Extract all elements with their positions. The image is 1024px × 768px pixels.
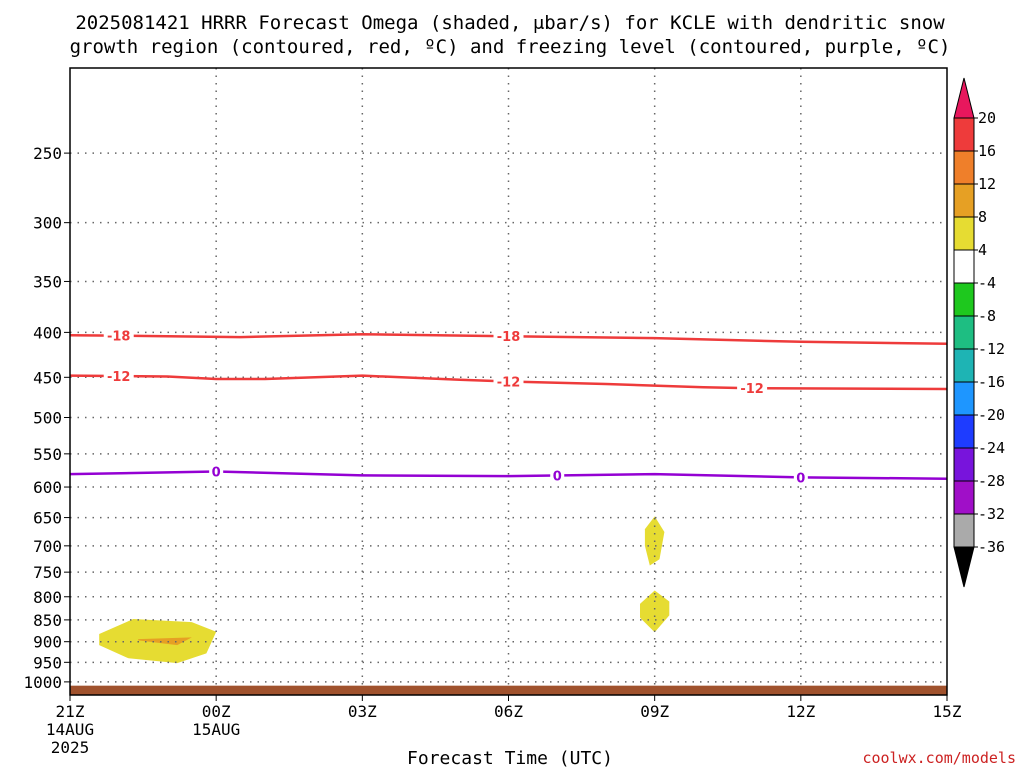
y-tick-label-550: 550: [33, 445, 62, 464]
colorbar-top-arrow: [953, 77, 975, 119]
contour-label-bg: [493, 328, 524, 345]
contour-label--18-1: -18: [497, 330, 521, 345]
colorbar-label-11: -28: [978, 472, 1005, 490]
colorbar-label-10: -24: [978, 439, 1005, 457]
colorbar-label-5: -4: [978, 274, 996, 292]
x-tick-label-21Z: 21Z: [56, 702, 85, 721]
colorbar-label-12: -32: [978, 505, 1005, 523]
contour--18: -18 -18: [69, 327, 948, 345]
y-tick-label-950: 950: [33, 653, 62, 672]
colorbar-label-3: 8: [978, 208, 987, 226]
y-tick-label-300: 300: [33, 214, 62, 233]
x-tick-label-06Z: 06Z: [494, 702, 523, 721]
contour-line--18: [69, 333, 948, 345]
y-tick-label-800: 800: [33, 588, 62, 607]
x-tick-label-12Z: 12Z: [786, 702, 815, 721]
contour-line--12: [69, 374, 948, 391]
omega-shaded-region-3: [640, 590, 670, 633]
colorbar-segment-13: [953, 513, 975, 548]
omega-shaded-region-1: [138, 637, 192, 646]
x-tick-label-03Z: 03Z: [348, 702, 377, 721]
colorbar-bottom-arrow: [953, 546, 975, 588]
y-tick-label-250: 250: [33, 144, 62, 163]
credit-text: coolwx.com/models: [862, 749, 1016, 767]
colorbar-label-0: 20: [978, 109, 996, 127]
colorbar-segment-4: [953, 216, 975, 251]
colorbar-label-7: -12: [978, 340, 1005, 358]
y-tick-label-600: 600: [33, 478, 62, 497]
contour--12: -12 -12 -12: [69, 368, 948, 397]
y-tick-label-500: 500: [33, 408, 62, 427]
contour-label-bg: [103, 368, 134, 385]
title-line-2: growth region (contoured, red, ºC) and f…: [70, 36, 951, 58]
colorbar-segment-6: [953, 282, 975, 317]
contour-label-0-2: 0: [796, 471, 805, 486]
y-tick-label-650: 650: [33, 509, 62, 528]
contour-label-bg: [737, 380, 768, 397]
chart-title: 2025081421 HRRR Forecast Omega (shaded, …: [70, 12, 951, 58]
x-tick-label-14AUG: 14AUG: [46, 720, 94, 739]
colorbar-label-4: 4: [978, 241, 987, 259]
contour-label--12-2: -12: [740, 382, 764, 397]
y-tick-label-400: 400: [33, 323, 62, 342]
colorbar-label-8: -16: [978, 373, 1005, 391]
colorbar-label-1: 16: [978, 142, 996, 160]
contour-label--12-1: -12: [497, 376, 521, 391]
y-tick-label-750: 750: [33, 563, 62, 582]
contour-label-bg: [103, 327, 134, 344]
colorbar-segment-10: [953, 414, 975, 449]
contour-label--18-0: -18: [107, 330, 131, 345]
colorbar-segment-3: [953, 183, 975, 218]
contour-label-bg: [550, 467, 565, 484]
colorbar-segment-11: [953, 447, 975, 482]
y-tick-label-1000: 1000: [23, 673, 62, 692]
colorbar-segment-7: [953, 315, 975, 350]
x-tick-label-00Z: 00Z: [202, 702, 231, 721]
colorbar-segment-9: [953, 381, 975, 416]
x-tick-label-2025: 2025: [51, 738, 90, 757]
colorbar: 20 16 12 8 4 -4 -8 -12 -16 -20 -24 -28 -32 -36: [953, 77, 1005, 588]
colorbar-segment-5: [953, 249, 975, 284]
y-axis: 250 300 350 400 450 500 550 600 650 700 750 800 850 9…: [23, 144, 70, 692]
contour-label-0-1: 0: [553, 469, 562, 484]
y-tick-label-450: 450: [33, 368, 62, 387]
x-tick-label-15Z: 15Z: [933, 702, 962, 721]
y-tick-label-700: 700: [33, 537, 62, 556]
contour-label-0-0: 0: [212, 465, 221, 480]
y-tick-label-350: 350: [33, 272, 62, 291]
colorbar-segment-12: [953, 480, 975, 515]
ground-surface: [70, 685, 947, 695]
title-line-1: 2025081421 HRRR Forecast Omega (shaded, …: [75, 12, 945, 34]
colorbar-label-13: -36: [978, 538, 1005, 556]
colorbar-segment-2: [953, 150, 975, 185]
x-tick-label-09Z: 09Z: [640, 702, 669, 721]
contour-label--12-0: -12: [107, 370, 131, 385]
x-tick-label-15AUG: 15AUG: [192, 720, 240, 739]
contour-0: 0 0 0: [69, 463, 948, 486]
colorbar-segment-1: [953, 117, 975, 152]
y-tick-label-850: 850: [33, 611, 62, 630]
contour-label-bg: [793, 469, 808, 486]
y-tick-label-900: 900: [33, 633, 62, 652]
contour-label-bg: [493, 373, 524, 390]
colorbar-label-6: -8: [978, 307, 996, 325]
plot-area: -18 -18 -12 -12 -12 0 0 0: [69, 67, 948, 696]
x-axis-label: Forecast Time (UTC): [407, 748, 613, 768]
colorbar-segment-8: [953, 348, 975, 383]
contour-label-bg: [209, 463, 224, 480]
colorbar-label-9: -20: [978, 406, 1005, 424]
colorbar-label-2: 12: [978, 175, 996, 193]
